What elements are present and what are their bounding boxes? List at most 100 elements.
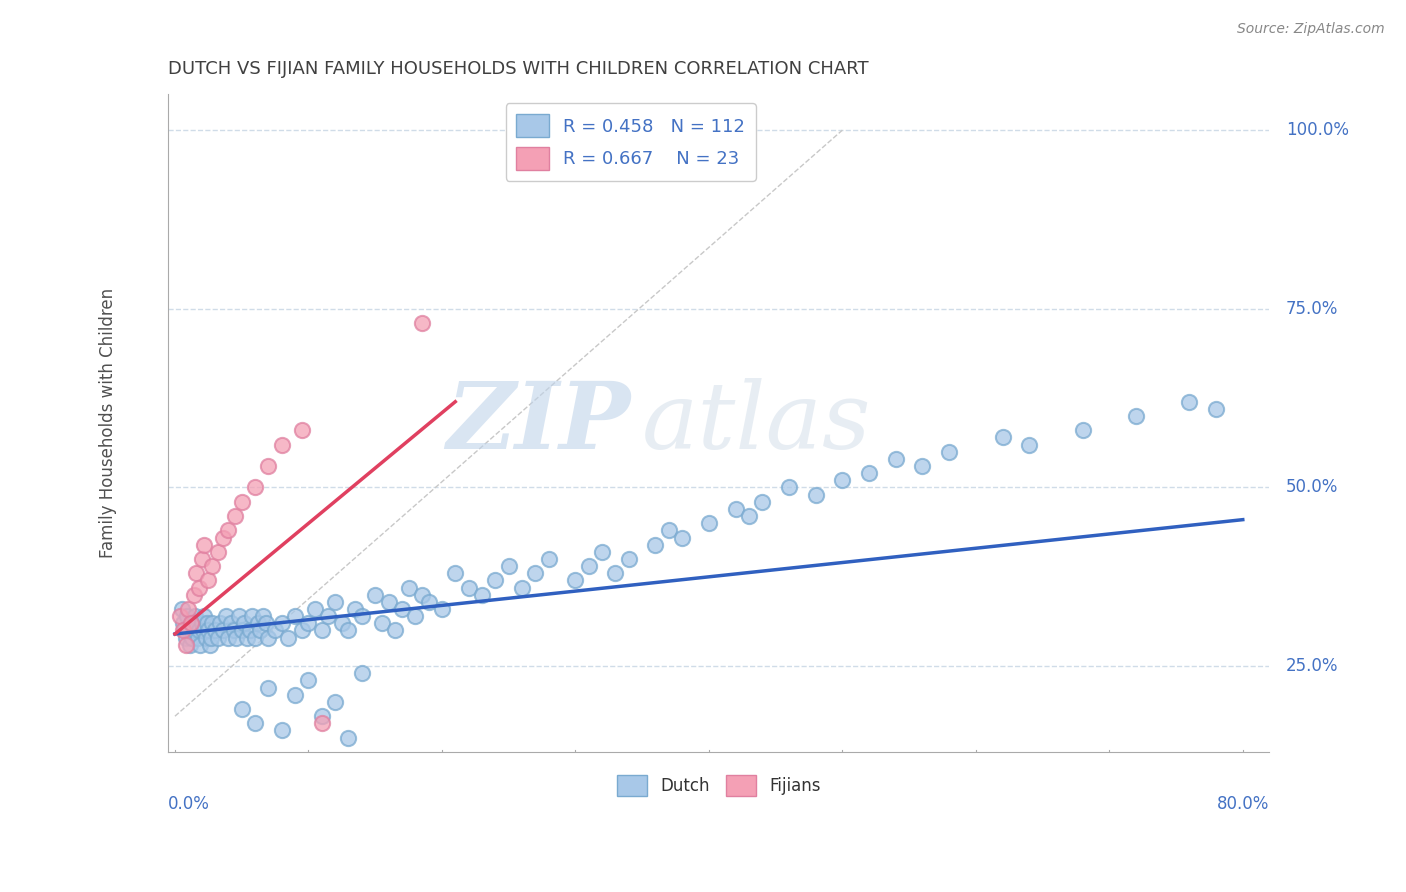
Point xyxy=(231,495,253,509)
Point xyxy=(217,631,239,645)
Point xyxy=(249,624,271,638)
Point xyxy=(418,595,440,609)
Point xyxy=(191,624,214,638)
Point xyxy=(217,524,239,538)
Point xyxy=(537,552,560,566)
Point xyxy=(176,609,198,624)
Point xyxy=(277,631,299,645)
Point xyxy=(697,516,720,531)
Point xyxy=(242,609,264,624)
Point xyxy=(219,616,242,631)
Point xyxy=(1125,409,1147,423)
Point xyxy=(270,723,292,738)
Point xyxy=(236,631,259,645)
Text: ZIP: ZIP xyxy=(447,378,631,468)
Point xyxy=(384,624,406,638)
Point xyxy=(291,624,314,638)
Point xyxy=(457,581,479,595)
Point xyxy=(197,574,219,588)
Point xyxy=(257,681,280,695)
Point xyxy=(337,624,360,638)
Point xyxy=(291,423,314,437)
Point xyxy=(204,624,226,638)
Point xyxy=(991,430,1014,444)
Point xyxy=(671,531,693,545)
Point xyxy=(724,502,747,516)
Point xyxy=(225,631,247,645)
Text: DUTCH VS FIJIAN FAMILY HOUSEHOLDS WITH CHILDREN CORRELATION CHART: DUTCH VS FIJIAN FAMILY HOUSEHOLDS WITH C… xyxy=(169,60,869,78)
Point xyxy=(180,616,202,631)
Text: 100.0%: 100.0% xyxy=(1286,121,1348,139)
Text: 50.0%: 50.0% xyxy=(1286,478,1339,497)
Point xyxy=(430,602,453,616)
Point xyxy=(190,616,212,631)
Point xyxy=(524,566,547,581)
Point xyxy=(207,631,229,645)
Point xyxy=(284,688,307,702)
Point xyxy=(200,631,222,645)
Point xyxy=(371,616,394,631)
Point xyxy=(605,566,627,581)
Point xyxy=(243,481,266,495)
Point xyxy=(252,609,274,624)
Point xyxy=(738,509,761,524)
Point xyxy=(591,545,613,559)
Point xyxy=(169,609,191,624)
Point xyxy=(270,616,292,631)
Point xyxy=(330,616,353,631)
Point xyxy=(186,616,208,631)
Point xyxy=(174,638,197,652)
Point xyxy=(644,538,666,552)
Point xyxy=(350,666,373,681)
Point xyxy=(510,581,533,595)
Point xyxy=(471,588,494,602)
Point xyxy=(311,624,333,638)
Point xyxy=(243,631,266,645)
Point xyxy=(231,702,253,716)
Point xyxy=(239,624,262,638)
Point xyxy=(188,581,211,595)
Point xyxy=(212,531,235,545)
Point xyxy=(228,609,250,624)
Point xyxy=(201,559,224,574)
Point xyxy=(173,624,195,638)
Point xyxy=(246,616,269,631)
Point xyxy=(377,595,399,609)
Point xyxy=(190,552,212,566)
Point xyxy=(197,624,219,638)
Point xyxy=(188,624,211,638)
Point xyxy=(411,316,433,330)
Point xyxy=(195,616,218,631)
Point xyxy=(198,638,221,652)
Point xyxy=(222,624,245,638)
Point xyxy=(184,609,207,624)
Point xyxy=(183,624,205,638)
Point xyxy=(778,481,800,495)
Point xyxy=(187,631,209,645)
Text: atlas: atlas xyxy=(641,378,872,468)
Point xyxy=(884,451,907,466)
Point xyxy=(254,616,277,631)
Point xyxy=(318,609,340,624)
Point xyxy=(617,552,640,566)
Point xyxy=(344,602,367,616)
Point xyxy=(174,631,197,645)
Point xyxy=(364,588,387,602)
Point xyxy=(180,616,202,631)
Point xyxy=(398,581,420,595)
Point xyxy=(186,566,208,581)
Point xyxy=(858,466,880,480)
Text: Family Households with Children: Family Households with Children xyxy=(98,288,117,558)
Point xyxy=(578,559,600,574)
Point xyxy=(212,624,235,638)
Point xyxy=(484,574,506,588)
Point xyxy=(1178,394,1201,409)
Point xyxy=(1205,401,1227,416)
Point xyxy=(938,444,960,458)
Point xyxy=(257,458,280,473)
Point xyxy=(270,437,292,451)
Text: 80.0%: 80.0% xyxy=(1218,795,1270,813)
Point xyxy=(215,609,238,624)
Point xyxy=(172,624,194,638)
Point xyxy=(181,631,204,645)
